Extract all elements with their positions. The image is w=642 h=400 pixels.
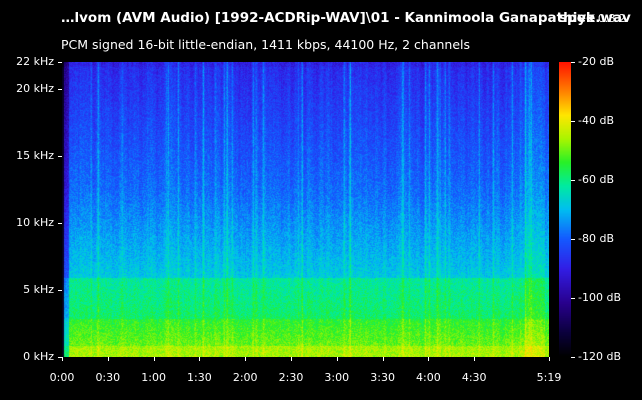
db-tick-mark [571, 180, 575, 181]
frequency-tick-mark [58, 156, 62, 157]
time-tick-label: 0:00 [49, 371, 75, 384]
app-badge: spek 0.8.2 [559, 10, 626, 26]
time-tick-label: 4:30 [461, 371, 487, 384]
time-tick-mark [383, 357, 384, 361]
frequency-tick-label: 22 kHz [16, 55, 54, 68]
time-tick-label: 4:00 [416, 371, 441, 384]
db-tick-mark [571, 239, 575, 240]
time-tick-label: 5:19 [536, 371, 562, 384]
time-tick-mark [245, 357, 246, 361]
db-tick-mark [571, 121, 575, 122]
time-tick-mark [291, 357, 292, 361]
app-version: 0.8.2 [597, 12, 626, 25]
time-tick-mark [154, 357, 155, 361]
db-tick-mark [571, 62, 575, 63]
frequency-tick-mark [58, 357, 62, 358]
frequency-tick-mark [58, 223, 62, 224]
app-name: spek [559, 10, 595, 26]
time-tick-mark [549, 357, 550, 361]
spectrogram-canvas [62, 62, 549, 357]
frequency-tick-label: 20 kHz [16, 81, 54, 95]
file-title: …lvom (AVM Audio) [1992-ACDRip-WAV]\01 -… [61, 10, 631, 26]
db-scale-canvas [559, 62, 571, 357]
time-tick-label: 0:30 [95, 371, 121, 384]
time-tick-label: 1:00 [141, 371, 166, 384]
stream-info: PCM signed 16-bit little-endian, 1411 kb… [61, 37, 471, 52]
time-tick-mark [428, 357, 429, 361]
time-tick-label: 3:00 [324, 371, 350, 384]
time-tick-mark [337, 357, 338, 361]
time-tick-mark [62, 357, 63, 361]
frequency-tick-label: 15 kHz [16, 148, 54, 162]
db-tick-mark [571, 357, 575, 358]
frequency-tick-mark [58, 62, 62, 63]
frequency-tick-label: 10 kHz [16, 215, 54, 229]
time-tick-mark [199, 357, 200, 361]
db-tick-label: -20 dB [578, 55, 614, 68]
db-tick-mark [571, 298, 575, 299]
frequency-tick-label: 5 kHz [23, 282, 54, 296]
frequency-tick-mark [58, 89, 62, 90]
db-tick-label: -60 dB [578, 173, 614, 186]
frequency-tick-label: 0 kHz [23, 350, 54, 363]
db-tick-label: -100 dB [578, 291, 621, 304]
spectrogram-plot [62, 62, 549, 357]
frequency-tick-mark [58, 290, 62, 291]
time-tick-mark [474, 357, 475, 361]
time-tick-label: 3:30 [370, 371, 395, 384]
time-tick-mark [108, 357, 109, 361]
time-tick-label: 2:30 [278, 371, 304, 384]
db-tick-label: -120 dB [578, 350, 621, 363]
db-tick-label: -40 dB [578, 114, 614, 127]
db-tick-label: -80 dB [578, 232, 614, 245]
time-tick-label: 2:00 [232, 371, 258, 384]
db-color-scale [559, 62, 571, 357]
time-tick-label: 1:30 [187, 371, 212, 384]
